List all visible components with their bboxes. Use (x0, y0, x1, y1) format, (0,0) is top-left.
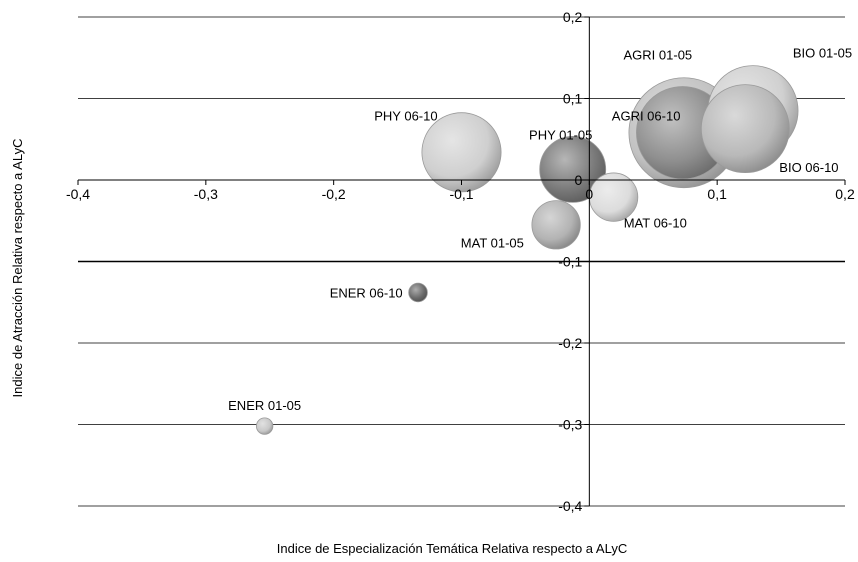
label-ener-01-05: ENER 01-05 (228, 398, 301, 413)
x-tick-label-6: 0,2 (835, 186, 855, 202)
label-ener-06-10: ENER 06-10 (330, 285, 403, 300)
label-phy-06-10: PHY 06-10 (374, 109, 437, 124)
bubble-phy-06-10 (421, 112, 502, 193)
label-mat-06-10: MAT 06-10 (624, 216, 687, 231)
y-tick-label-5: -0,3 (558, 417, 582, 433)
label-bio-06-10: BIO 06-10 (779, 160, 838, 175)
y-tick-label-6: -0,4 (558, 498, 582, 514)
y-tick-label-2: 0 (575, 172, 583, 188)
label-bio-01-05: BIO 01-05 (793, 46, 852, 61)
x-tick-label-0: -0,4 (66, 186, 90, 202)
bubbles (255, 65, 799, 435)
bubble-ener-01-05 (255, 417, 274, 435)
bubble-bio-06-10 (700, 84, 790, 174)
bubble-ener-06-10 (408, 282, 428, 303)
x-tick-label-5: 0,1 (707, 186, 727, 202)
bubble-mat-01-05 (531, 200, 581, 250)
y-tick-label-4: -0,2 (558, 335, 582, 351)
bubble-labels: BIO 01-05 BIO 06-10 AGRI 01-05 AGRI 06-10 PH… (228, 46, 852, 413)
label-agri-01-05: AGRI 01-05 (624, 48, 693, 63)
x-tick-label-2: -0,2 (322, 186, 346, 202)
x-tick-label-3: -0,1 (449, 186, 473, 202)
x-tick-label-4: 0 (585, 186, 593, 202)
y-tick-label-3: -0,1 (558, 254, 582, 270)
x-tick-label-1: -0,3 (194, 186, 218, 202)
label-phy-01-05: PHY 01-05 (529, 127, 592, 142)
y-tick-label-0: 0,2 (563, 9, 583, 25)
label-mat-01-05: MAT 01-05 (461, 235, 524, 250)
grid-lines (78, 16, 845, 507)
label-agri-06-10: AGRI 06-10 (612, 109, 681, 124)
y-tick-label-1: 0,1 (563, 91, 583, 107)
y-axis-title: Indice de Atracción Relativa respecto a … (10, 139, 25, 398)
x-axis-title: Indice de Especialización Temática Relat… (277, 541, 627, 556)
axes: -0,4 -0,3 -0,2 -0,1 0 0,1 0,2 0,2 0,1 0 -0,1 -0,2 -0… (66, 9, 855, 514)
